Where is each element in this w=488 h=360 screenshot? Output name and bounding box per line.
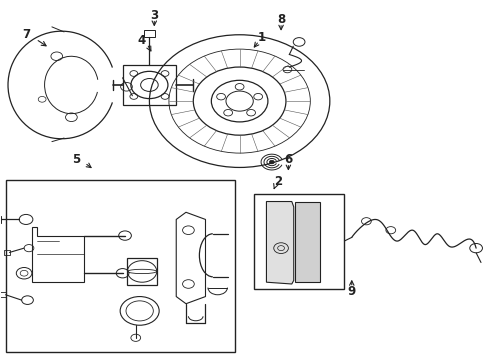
Text: 9: 9 — [347, 285, 355, 298]
Bar — [127, 258, 157, 285]
Bar — [143, 30, 155, 37]
Text: 1: 1 — [257, 31, 265, 44]
Text: 5: 5 — [72, 153, 80, 166]
Polygon shape — [294, 202, 320, 282]
Text: 8: 8 — [276, 13, 285, 26]
Bar — [5, 180, 234, 352]
Circle shape — [269, 160, 274, 164]
Bar — [254, 194, 344, 289]
Bar — [0, 292, 6, 297]
Text: 3: 3 — [150, 9, 158, 22]
Text: 2: 2 — [274, 175, 282, 188]
Text: 6: 6 — [284, 153, 292, 166]
Bar — [3, 249, 10, 255]
Polygon shape — [266, 202, 293, 284]
Bar — [122, 65, 176, 105]
Text: 4: 4 — [137, 33, 145, 47]
Text: 7: 7 — [22, 28, 30, 41]
